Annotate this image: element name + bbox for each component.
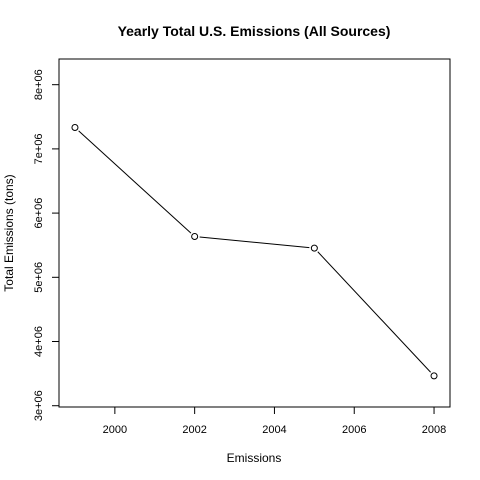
x-tick-label: 2002 [182, 424, 206, 436]
y-tick-label: 5e+06 [33, 262, 45, 293]
x-tick-label: 2008 [422, 424, 446, 436]
y-tick-label: 8e+06 [33, 69, 45, 100]
data-point [191, 232, 199, 240]
y-axis: 3e+06 4e+06 5e+06 6e+06 7e+06 8e+06 [33, 69, 59, 421]
y-tick-label: 6e+06 [33, 198, 45, 229]
series-segment [317, 251, 431, 373]
x-tick-label: 2000 [103, 424, 127, 436]
plot-frame [58, 58, 451, 408]
y-tick-label: 4e+06 [33, 326, 45, 357]
x-tick-label: 2004 [262, 424, 286, 436]
x-axis-label: Emissions [227, 451, 282, 465]
data-point [71, 124, 79, 132]
series-segment [199, 236, 310, 249]
series-line [71, 124, 438, 380]
data-point [430, 372, 438, 380]
x-axis: 2000 2002 2004 2006 2008 [103, 407, 446, 436]
series-segment [78, 130, 192, 234]
data-point [310, 244, 318, 252]
chart-title: Yearly Total U.S. Emissions (All Sources… [118, 23, 391, 39]
y-axis-label: Total Emissions (tons) [2, 174, 16, 291]
x-tick-label: 2006 [342, 424, 366, 436]
y-tick-label: 3e+06 [33, 390, 45, 421]
y-tick-label: 7e+06 [33, 133, 45, 164]
